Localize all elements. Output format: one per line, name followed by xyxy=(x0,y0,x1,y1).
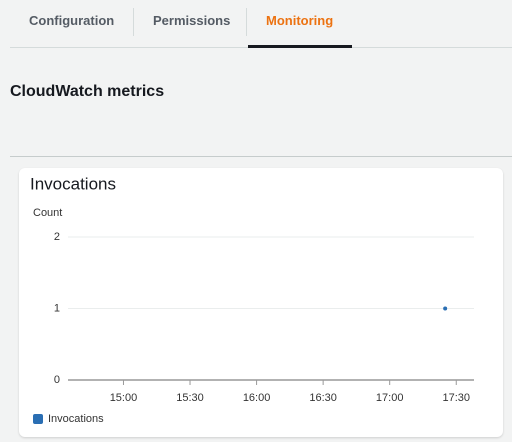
tab-underline xyxy=(248,45,352,48)
data-point xyxy=(443,306,448,311)
tab-separator xyxy=(133,8,134,36)
section-title: CloudWatch metrics xyxy=(10,83,165,100)
tab-separator xyxy=(246,8,247,36)
y-axis-label: Count xyxy=(33,207,62,219)
x-tick-label: 15:00 xyxy=(110,392,138,404)
x-tick-label: 15:30 xyxy=(176,392,204,404)
y-tick-label: 2 xyxy=(54,231,60,243)
chart-title: Invocations xyxy=(30,174,116,193)
x-tick-label: 17:00 xyxy=(376,392,404,404)
legend-swatch xyxy=(33,414,43,424)
tab[interactable]: Permissions xyxy=(153,13,231,28)
tab[interactable]: Configuration xyxy=(29,13,115,28)
x-tick-label: 16:00 xyxy=(243,392,271,404)
chart-card xyxy=(19,168,503,437)
x-tick-label: 16:30 xyxy=(309,392,337,404)
legend-label: Invocations xyxy=(48,413,104,425)
x-tick-label: 17:30 xyxy=(442,392,470,404)
section-divider xyxy=(10,156,512,157)
y-tick-label: 1 xyxy=(54,302,60,314)
tab-active[interactable]: Monitoring xyxy=(266,13,334,28)
y-tick-label: 0 xyxy=(54,374,60,386)
